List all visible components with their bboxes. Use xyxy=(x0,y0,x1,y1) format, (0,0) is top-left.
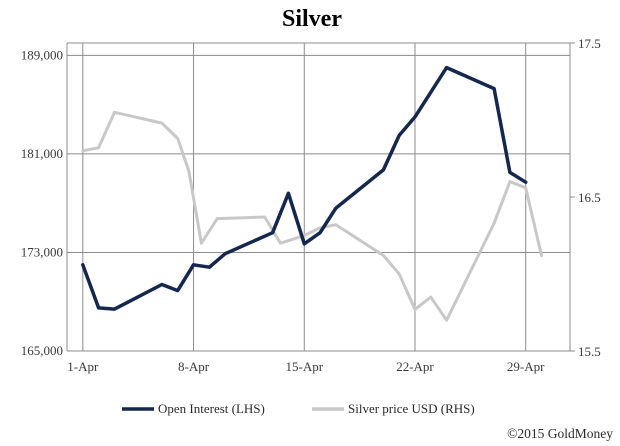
copyright-credit: ©2015 GoldMoney xyxy=(507,426,613,441)
grid xyxy=(66,42,575,352)
series-line-silver-price xyxy=(81,110,543,322)
y-right-tick-label: 16.5 xyxy=(578,190,601,205)
x-tick-label: 15-Apr xyxy=(285,359,323,374)
legend-label-silver-price: Silver price USD (RHS) xyxy=(348,401,475,416)
x-tick-label: 29-Apr xyxy=(507,359,545,374)
y-left-tick-label: 165,000 xyxy=(21,343,63,358)
series-line-open-interest xyxy=(81,65,528,311)
y-left-tick-label: 173,000 xyxy=(21,244,63,259)
y-right-tick-label: 15.5 xyxy=(578,344,601,359)
x-tick-label: 1-Apr xyxy=(67,359,99,374)
chart-title: Silver xyxy=(282,6,342,32)
x-tick-label: 22-Apr xyxy=(396,359,434,374)
plot-area xyxy=(81,65,543,322)
x-tick-label: 8-Apr xyxy=(178,359,210,374)
y-left-tick-label: 181,000 xyxy=(21,146,63,161)
y-left-tick-label: 189,000 xyxy=(21,47,63,62)
legend: Open Interest (LHS) Silver price USD (RH… xyxy=(122,401,475,416)
y-right-tick-label: 17.5 xyxy=(578,36,601,51)
axis-labels: 165,000 173,000 181,000 189,000 1-Apr 8-Apr 15… xyxy=(21,36,601,374)
legend-label-open-interest: Open Interest (LHS) xyxy=(158,401,265,416)
